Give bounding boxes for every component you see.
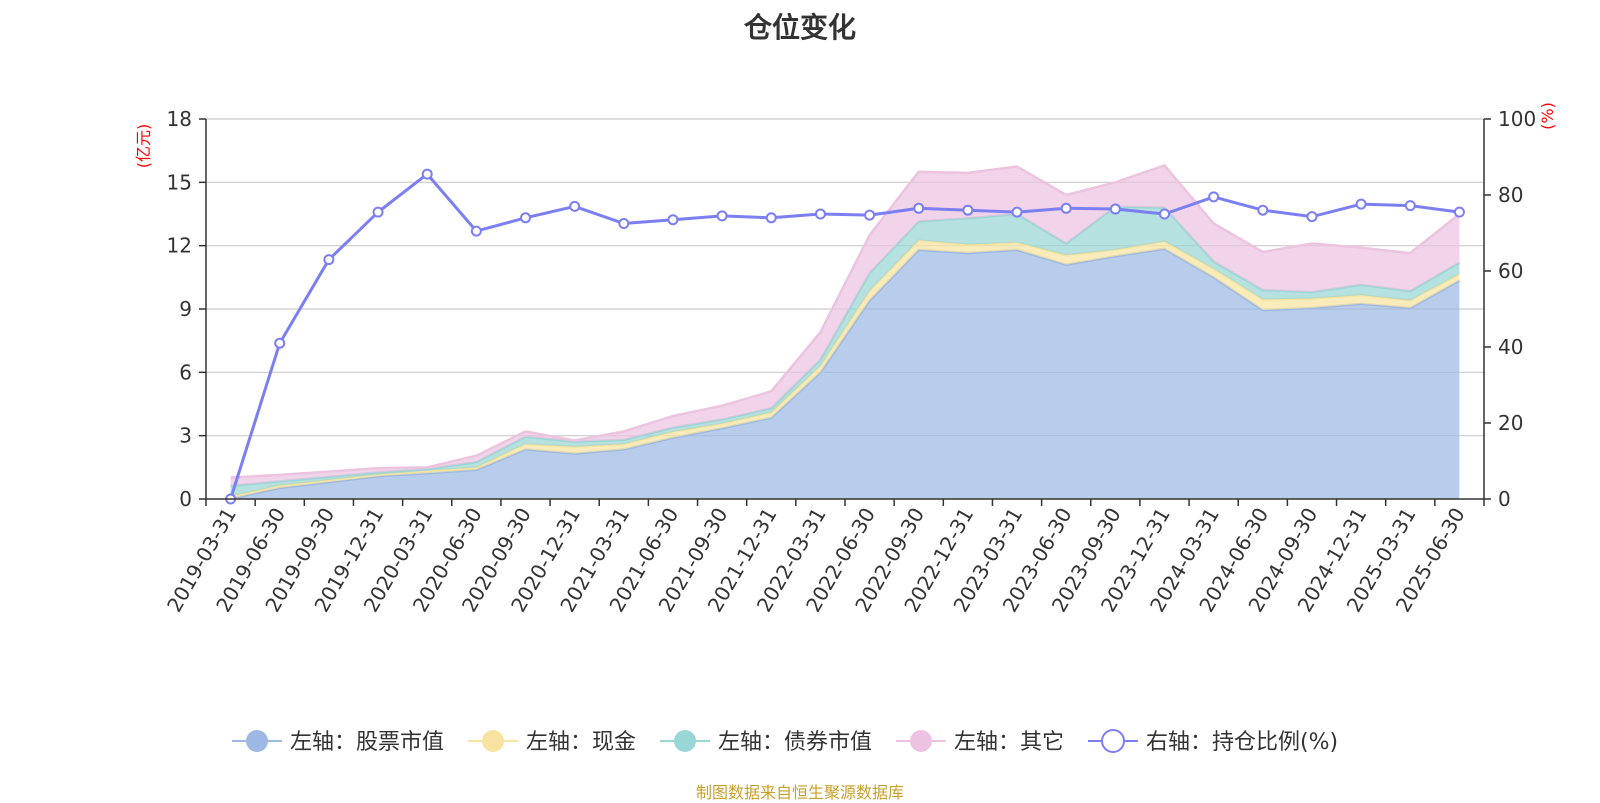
ratio-point (421, 168, 433, 180)
ratio-point (864, 209, 876, 221)
left-tick-label: 15 (167, 170, 192, 194)
right-tick-label: 40 (1498, 335, 1523, 359)
legend-swatch-marker (674, 730, 696, 752)
legend-item: 左轴：债券市值 (660, 730, 872, 755)
ratio-point (765, 212, 777, 224)
legend-label: 左轴：债券市值 (718, 730, 872, 755)
legend-item: 左轴：股票市值 (232, 730, 444, 755)
ratio-point (372, 206, 384, 218)
legend-label: 左轴：现金 (526, 730, 636, 755)
area-series-edge-1 (230, 247, 1461, 500)
legend-swatch-marker (482, 730, 504, 752)
legend: 左轴：股票市值 左轴：现金 左轴：债券市值 左轴：其它 右轴：持仓比例(%) (232, 729, 1338, 755)
stacked-areas (230, 163, 1461, 500)
left-tick-label: 3 (179, 424, 192, 448)
left-tick-label: 18 (167, 107, 192, 131)
area-series-edge-4 (230, 163, 1461, 479)
right-tick-label: 60 (1498, 259, 1523, 283)
right-tick-label: 80 (1498, 183, 1523, 207)
ratio-point (1159, 208, 1170, 220)
right-tick-label: 100 (1498, 107, 1536, 131)
ratio-point (1208, 191, 1220, 203)
ratio-point (716, 210, 728, 222)
left-tick-label: 0 (179, 487, 192, 511)
legend-item: 右轴：持仓比例(%) (1088, 729, 1338, 755)
right-axis-unit: (%) (1538, 102, 1557, 130)
chart-title: 仓位变化 (743, 11, 856, 44)
ratio-point (1453, 206, 1465, 218)
ratio-point (1011, 206, 1023, 218)
right-tick-label: 20 (1498, 411, 1523, 435)
legend-label: 右轴：持仓比例(%) (1146, 730, 1338, 755)
legend-item: 左轴：其它 (896, 730, 1064, 755)
ratio-point (667, 214, 679, 226)
legend-label: 左轴：其它 (954, 730, 1064, 755)
ratio-point (962, 204, 974, 216)
data-source-note: 制图数据来自恒生聚源数据库 (695, 783, 904, 802)
ratio-point (1257, 204, 1269, 216)
ratio-point (520, 212, 531, 224)
ratio-point (569, 200, 581, 212)
ratio-point (470, 225, 482, 237)
left-tick-label: 9 (179, 297, 192, 321)
legend-label: 左轴：股票市值 (290, 730, 444, 755)
legend-swatch-marker (1101, 729, 1125, 753)
ratio-point (1306, 211, 1318, 223)
ratio-point (1109, 203, 1121, 215)
left-axis-unit: (亿元) (134, 124, 153, 169)
ratio-point (618, 218, 630, 229)
ratio-point (1060, 202, 1072, 214)
legend-swatch-marker (246, 730, 268, 752)
left-tick-label: 6 (179, 360, 192, 384)
left-tick-label: 12 (167, 234, 192, 258)
ratio-point (913, 202, 925, 214)
ratio-point (814, 208, 826, 220)
ratio-line (229, 172, 1460, 500)
right-tick-label: 0 (1498, 487, 1511, 511)
ratio-point (1404, 200, 1416, 212)
area-series-1 (230, 248, 1460, 499)
ratio-point (274, 337, 286, 349)
ratio-point (323, 254, 335, 266)
legend-item: 左轴：现金 (468, 730, 636, 755)
holding-ratio-line (225, 168, 1465, 505)
legend-swatch-marker (910, 730, 932, 752)
ratio-point (1355, 198, 1367, 210)
